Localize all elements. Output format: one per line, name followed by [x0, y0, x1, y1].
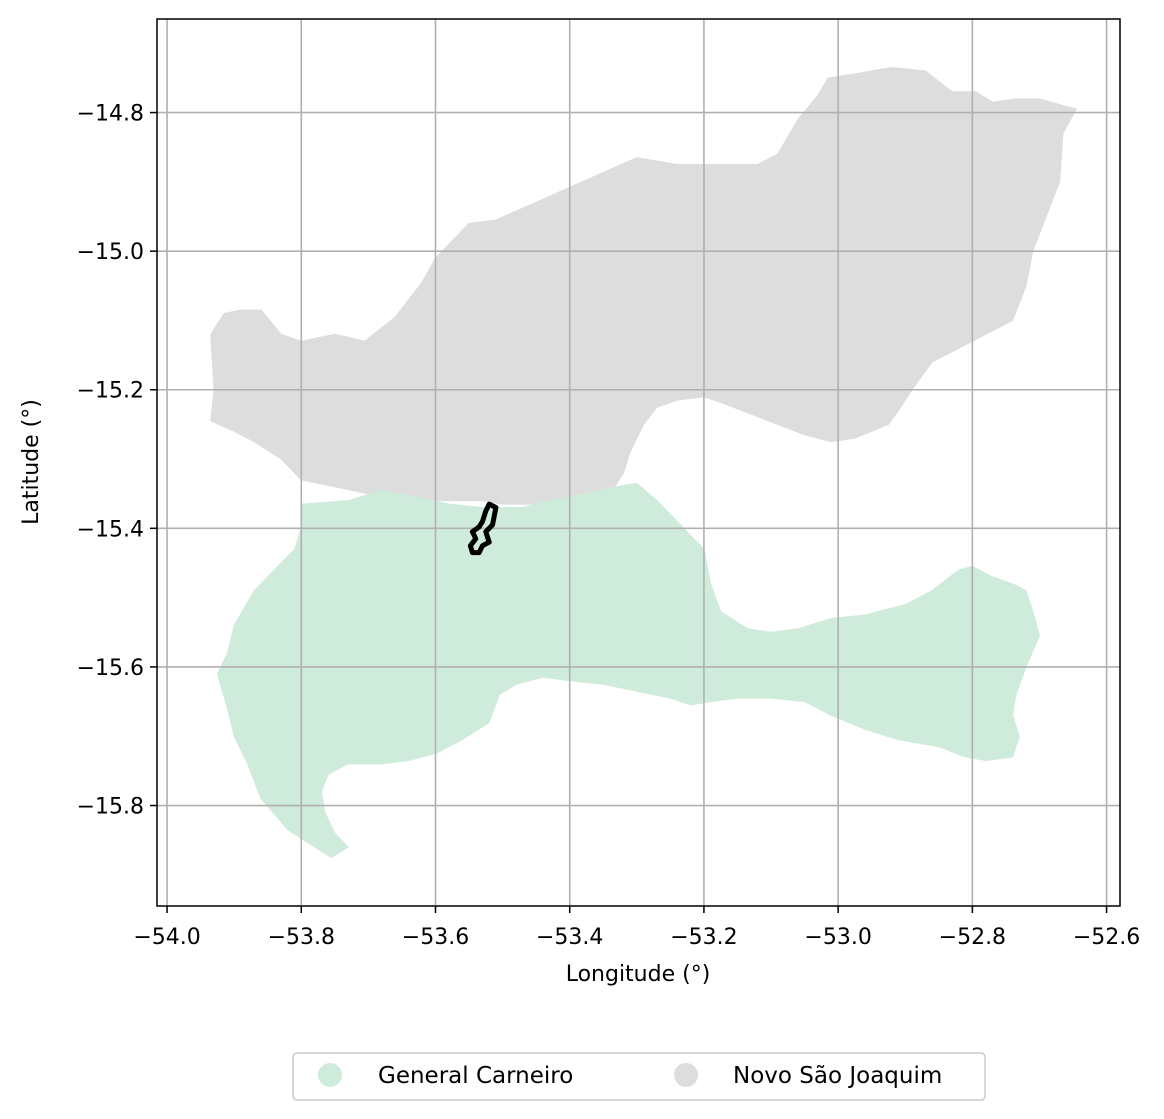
legend: General Carneiro Novo São Joaquim: [292, 1052, 986, 1101]
y-tick-label-minus-15-8: −15.8: [77, 795, 144, 820]
legend-marker-general-carneiro: [318, 1063, 342, 1087]
grid-layer: [157, 19, 1120, 906]
x-tick-label-minus-53-4: −53.4: [536, 925, 603, 950]
x-tick-label-minus-53-2: −53.2: [670, 925, 737, 950]
highlighted-area-outline: [467, 501, 499, 556]
y-tick-label-minus-15-4: −15.4: [77, 517, 144, 542]
legend-label-novo-sao-joaquim: Novo São Joaquim: [733, 1063, 942, 1089]
x-tick-label-minus-53-6: −53.6: [402, 925, 469, 950]
x-tick-label-minus-52-8: −52.8: [939, 925, 1006, 950]
y-axis-ticks: −14.8 −15.0 −15.2 −15.4 −15.6 −15.8: [77, 102, 157, 820]
y-tick-label-minus-15-2: −15.2: [77, 379, 144, 404]
legend-label-general-carneiro: General Carneiro: [378, 1063, 573, 1089]
x-tick-label-minus-53-8: −53.8: [268, 925, 335, 950]
plot-frame: [156, 18, 1121, 907]
y-tick-label-minus-15-6: −15.6: [77, 656, 144, 681]
x-axis-ticks: −54.0 −53.8 −53.6 −53.4 −53.2 −53.0 −52.8 −52.6: [133, 906, 1140, 950]
y-tick-label-minus-15-0: −15.0: [77, 240, 144, 265]
plot-area: [156, 18, 1121, 907]
legend-frame: [292, 1052, 986, 1101]
x-tick-label-minus-53-0: −53.0: [804, 925, 871, 950]
x-axis-label: Longitude (°): [566, 962, 711, 987]
x-tick-label-minus-54-0: −54.0: [133, 925, 200, 950]
x-tick-label-minus-52-6: −52.6: [1073, 925, 1140, 950]
region-general-carneiro: [216, 482, 1041, 859]
y-tick-label-minus-14-8: −14.8: [77, 102, 144, 127]
legend-marker-novo-sao-joaquim: [674, 1063, 698, 1087]
regions-layer: [210, 66, 1078, 859]
outline-layer: [467, 501, 499, 556]
y-axis-label: Latitude (°): [19, 399, 44, 525]
